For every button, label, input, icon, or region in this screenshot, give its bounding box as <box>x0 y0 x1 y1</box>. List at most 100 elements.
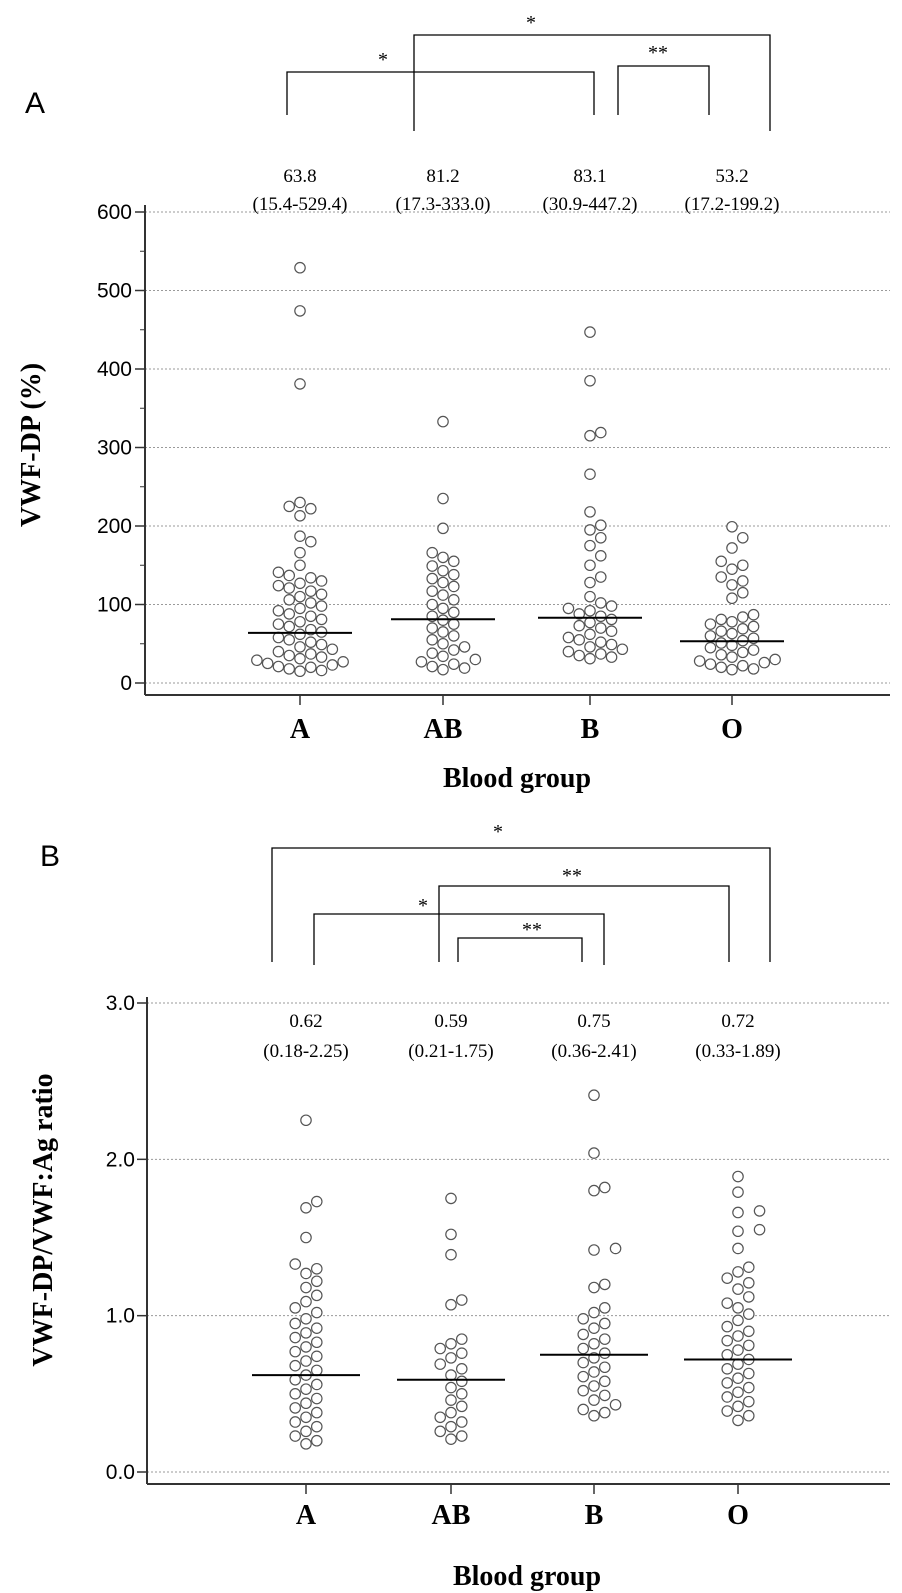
data-point <box>721 1297 734 1309</box>
data-point <box>294 602 306 615</box>
data-point <box>294 641 306 653</box>
data-point <box>289 1302 302 1314</box>
data-point <box>434 1425 447 1438</box>
data-point <box>732 1372 744 1384</box>
data-point <box>294 509 306 522</box>
range-label: (17.2-199.2) <box>685 194 780 215</box>
data-point <box>721 1320 734 1333</box>
data-point <box>588 1089 600 1102</box>
panel-label: A <box>25 87 45 120</box>
data-point <box>715 648 728 661</box>
y-tick-label: 500 <box>97 280 132 303</box>
data-point <box>577 1403 590 1416</box>
median-label: 0.75 <box>577 1011 610 1032</box>
data-point <box>736 531 749 544</box>
data-point <box>588 1322 600 1334</box>
data-point <box>742 1381 755 1394</box>
data-point <box>732 1225 744 1238</box>
data-point <box>721 1334 734 1347</box>
y-tick-label: 200 <box>97 515 132 538</box>
data-point <box>294 546 306 559</box>
x-axis-label: Blood group <box>453 1561 601 1592</box>
data-point <box>447 658 460 670</box>
data-point <box>747 608 760 621</box>
data-point <box>455 1363 468 1375</box>
data-point <box>693 655 706 667</box>
data-point <box>726 651 738 663</box>
data-point <box>562 602 575 615</box>
data-point <box>742 1367 755 1380</box>
data-point <box>594 622 607 634</box>
data-point <box>415 656 428 668</box>
data-point <box>294 496 306 509</box>
x-axis-label: Blood group <box>443 763 591 794</box>
data-point <box>304 502 317 515</box>
data-point <box>300 1231 312 1244</box>
data-point <box>447 593 460 606</box>
data-point <box>588 1244 600 1256</box>
data-point <box>283 608 296 620</box>
data-point <box>605 638 618 651</box>
data-point <box>426 546 439 559</box>
data-point <box>304 610 317 623</box>
significance-label: ** <box>562 865 582 887</box>
data-point <box>300 1397 312 1410</box>
data-point <box>289 1317 302 1330</box>
data-point <box>721 1363 734 1375</box>
data-point <box>704 618 717 630</box>
range-label: (15.4-529.4) <box>253 194 348 215</box>
data-point <box>594 426 607 439</box>
data-point <box>598 1406 611 1419</box>
data-point <box>732 1330 744 1342</box>
data-point <box>326 659 339 671</box>
data-point <box>310 1195 323 1208</box>
data-point <box>294 615 306 628</box>
data-point <box>458 641 471 653</box>
data-point <box>732 1314 744 1327</box>
data-point <box>455 1333 468 1345</box>
significance-label: * <box>378 49 388 71</box>
data-point <box>289 1388 302 1400</box>
data-point <box>447 555 460 568</box>
data-point <box>732 1302 744 1314</box>
data-point <box>300 1383 312 1395</box>
data-point <box>573 608 586 620</box>
data-point <box>294 590 306 603</box>
data-point <box>573 619 586 632</box>
data-point <box>758 656 771 669</box>
data-point <box>594 550 607 562</box>
median-label: 0.62 <box>289 1011 322 1032</box>
data-point <box>289 1345 302 1358</box>
data-point <box>584 429 596 442</box>
data-point <box>283 663 296 675</box>
data-point <box>447 630 460 642</box>
data-point <box>577 1342 590 1355</box>
data-point <box>588 1366 600 1378</box>
data-point <box>310 1289 323 1302</box>
data-point <box>584 374 596 387</box>
data-point <box>304 661 317 674</box>
y-axis-label: VWF-DP/VWF:Ag ratio <box>28 1073 59 1366</box>
data-point <box>294 261 306 274</box>
y-tick-label: 300 <box>97 437 132 460</box>
data-point <box>584 539 596 552</box>
data-point <box>753 1205 766 1217</box>
data-point <box>445 1406 457 1419</box>
data-point <box>732 1170 744 1183</box>
significance-label: ** <box>648 42 668 64</box>
data-point <box>726 563 738 575</box>
significance-bracket <box>271 847 771 962</box>
data-point <box>598 1361 611 1374</box>
range-label: (0.36-2.41) <box>551 1041 636 1062</box>
data-point <box>300 1201 312 1214</box>
data-point <box>300 1267 312 1280</box>
data-point <box>742 1277 755 1289</box>
data-point <box>445 1420 457 1433</box>
data-point <box>310 1420 323 1433</box>
data-point <box>315 575 328 587</box>
data-point <box>742 1261 755 1274</box>
data-point <box>310 1364 323 1377</box>
data-point <box>584 616 596 629</box>
data-point <box>447 618 460 630</box>
median-label: 81.2 <box>426 166 459 187</box>
